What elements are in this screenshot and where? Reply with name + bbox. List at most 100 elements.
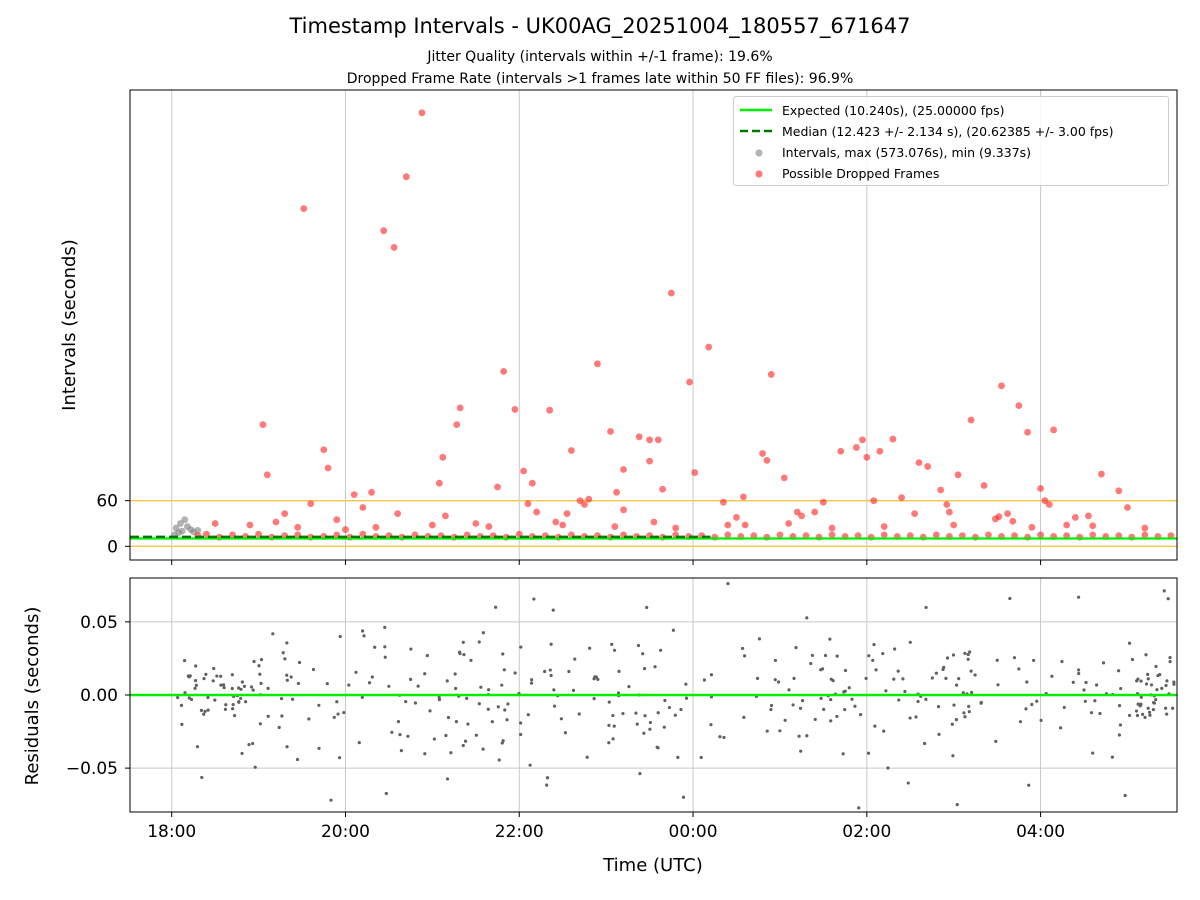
residual-point (249, 685, 254, 689)
dropped-frame-point (985, 531, 992, 539)
residual-point (360, 695, 364, 700)
residual-point (474, 733, 478, 737)
dropped-frame-point (1167, 532, 1175, 540)
residual-point (1162, 589, 1166, 593)
residual-point (187, 675, 191, 679)
residual-point (486, 707, 490, 711)
interval-point (181, 516, 189, 524)
jitter-quality-subtitle: Jitter Quality (intervals within +/-1 fr… (427, 49, 773, 65)
residual-point (361, 629, 365, 633)
x-tick-label: 04:00 (1016, 822, 1065, 842)
dropped-frame-point (924, 463, 932, 470)
residual-point (204, 672, 208, 676)
residual-point (206, 695, 210, 700)
residual-point (873, 724, 877, 728)
residual-point (642, 666, 647, 671)
residual-point (643, 714, 647, 718)
residual-point (831, 679, 835, 683)
dropped-frame-point (368, 488, 375, 496)
residual-point (1077, 671, 1081, 676)
dropped-frame-point (428, 521, 436, 529)
residual-point (399, 749, 403, 753)
residual-point (180, 722, 184, 726)
residual-point (871, 658, 875, 662)
dropped-frame-point (1084, 512, 1092, 520)
residual-point (967, 704, 971, 709)
residual-point (325, 682, 329, 686)
residual-point (297, 660, 302, 665)
dropped-frame-point (1063, 532, 1071, 540)
residual-point (532, 597, 536, 601)
residual-point (176, 695, 180, 700)
dropped-frame-point (854, 532, 862, 540)
legend-item-median: Median (12.423 +/- 2.134 s), (20.62385 +… (738, 122, 1113, 140)
residual-point (699, 755, 703, 760)
dropped-frame-point (1124, 504, 1131, 511)
residual-point (1018, 720, 1023, 724)
residual-point (552, 688, 556, 692)
dropped-frame-point (500, 367, 508, 375)
dropped-frame-point (520, 467, 528, 475)
x-tick-label: 02:00 (842, 822, 891, 842)
residual-point (416, 684, 420, 688)
dropped-frame-point (1037, 485, 1044, 492)
residual-point (573, 657, 577, 661)
residual-point (1170, 706, 1175, 710)
residual-point (874, 668, 878, 672)
dropped-frame-point (1141, 531, 1149, 539)
residual-point (194, 664, 198, 668)
residual-point (936, 705, 941, 709)
residual-point (673, 713, 677, 717)
residual-point (445, 777, 450, 781)
residual-point (842, 690, 846, 694)
residual-point (501, 652, 505, 656)
residual-point (722, 735, 726, 740)
residual-point (526, 713, 530, 717)
residual-point (641, 652, 645, 656)
residual-point (1146, 706, 1150, 710)
dropped-frame-point (456, 404, 464, 412)
dropped-frame-point (350, 491, 358, 498)
residual-point (592, 697, 596, 701)
residual-point (648, 727, 652, 731)
residual-point (1144, 682, 1149, 686)
residual-point (367, 681, 372, 685)
residual-point (612, 648, 617, 652)
dropped-frame-point (620, 466, 627, 473)
residual-point (206, 708, 210, 712)
residual-point (332, 715, 336, 719)
dropped-frame-point (559, 521, 567, 529)
residual-point (445, 679, 449, 683)
residual-point (726, 582, 730, 586)
residual-point (251, 688, 255, 692)
residual-point (187, 696, 191, 700)
residual-point (230, 673, 234, 677)
residual-point (968, 650, 972, 654)
residual-point (444, 733, 448, 738)
residual-point (213, 698, 217, 702)
residual-point (867, 654, 871, 658)
residual-point (966, 657, 970, 661)
residual-point (337, 756, 342, 760)
residual-point (621, 711, 625, 716)
residual-point (908, 640, 912, 644)
residual-point (740, 646, 745, 651)
residual-point (338, 634, 342, 639)
dropped-frame-point (533, 508, 541, 516)
residual-point (1118, 723, 1123, 727)
residual-point (585, 755, 589, 759)
residual-point (239, 687, 243, 691)
legend: Expected (10.240s), (25.00000 fps) Media… (733, 96, 1169, 186)
residual-point (996, 683, 1000, 687)
residual-point (1166, 597, 1170, 601)
residual-point (454, 686, 458, 691)
residual-point (500, 683, 504, 687)
dropped-frame-point (1045, 501, 1053, 508)
residual-point (1008, 596, 1012, 601)
residual-point (200, 775, 204, 780)
residual-point (897, 698, 901, 702)
residual-point (240, 680, 244, 684)
residual-point (922, 741, 927, 746)
dropped-point-swatch (738, 164, 776, 182)
residual-point (383, 655, 387, 659)
